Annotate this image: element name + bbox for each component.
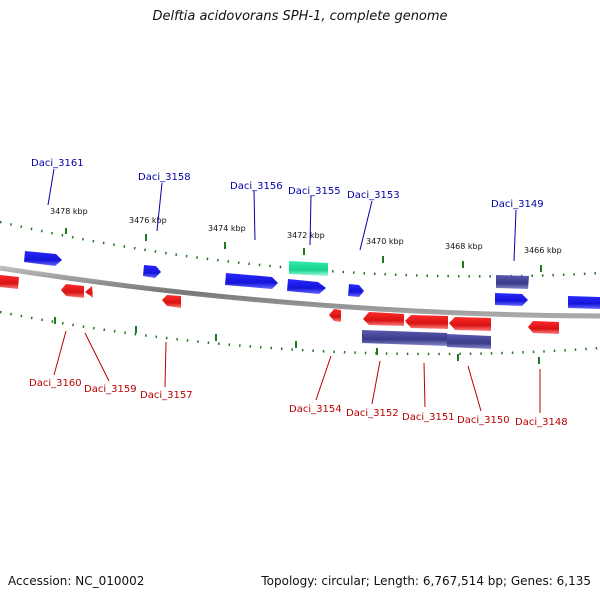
gene-daci-3156[interactable] [225,273,278,289]
gene-label[interactable]: Daci_3154 [289,404,342,415]
accession-text: Accession: NC_010002 [8,574,145,588]
scale-labels: 3478 kbp 3476 kbp 3474 kbp 3472 kbp 3470… [50,207,562,255]
rna-gene-daci-3155[interactable] [289,261,328,276]
gene-reverse-edge[interactable] [0,275,19,289]
forward-genes [24,251,600,309]
reverse-features [362,330,491,349]
gene-daci-3157[interactable] [162,295,181,308]
gene-label[interactable]: Daci_3156 [230,181,283,192]
scale-label: 3468 kbp [445,242,483,251]
gene-label[interactable]: Daci_3159 [84,384,137,395]
gene-label[interactable]: Daci_3157 [140,390,193,401]
gene-forward-edge[interactable] [568,296,600,309]
gene-daci-3158[interactable] [143,265,161,278]
forward-major-ticks [65,228,542,272]
gene-daci-3160[interactable] [61,284,84,298]
scale-label: 3474 kbp [208,224,246,233]
scale-label: 3478 kbp [50,207,88,216]
feature-daci-3152-3151[interactable] [362,330,447,346]
genome-summary-text: Topology: circular; Length: 6,767,514 bp… [261,574,591,588]
feature-daci-3149[interactable] [496,275,529,289]
reverse-gene-labels: Daci_3160 Daci_3159 Daci_3157 Daci_3154 … [29,378,568,428]
scale-label: 3466 kbp [524,246,562,255]
gene-daci-3159[interactable] [85,286,93,298]
gene-label[interactable]: Daci_3161 [31,158,84,169]
gene-daci-3150[interactable] [449,317,491,331]
scale-label: 3470 kbp [366,237,404,246]
genome-title: Delftia acidovorans SPH-1, complete geno… [152,9,448,24]
gene-daci-3149[interactable] [495,293,528,306]
forward-gene-labels: Daci_3161 Daci_3158 Daci_3156 Daci_3155 … [31,158,544,210]
gene-label[interactable]: Daci_3153 [347,190,400,201]
scale-label: 3476 kbp [129,216,167,225]
gene-daci-3152[interactable] [363,312,404,326]
gene-label[interactable]: Daci_3149 [491,199,544,210]
gene-label[interactable]: Daci_3160 [29,378,82,389]
gene-daci-3161[interactable] [24,251,62,266]
gene-label[interactable]: Daci_3155 [288,186,341,197]
gene-daci-3155-blue[interactable] [287,279,326,294]
gene-label[interactable]: Daci_3158 [138,172,191,183]
scale-label: 3472 kbp [287,231,325,240]
gene-daci-3154[interactable] [329,309,341,322]
reverse-major-ticks [54,317,540,364]
reverse-tick-track [0,310,600,356]
gene-label[interactable]: Daci_3148 [515,417,568,428]
reverse-genes [0,275,559,334]
forward-leader-lines [47,168,517,262]
gene-label[interactable]: Daci_3150 [457,415,510,426]
gene-label[interactable]: Daci_3152 [346,408,399,419]
reverse-leader-lines [53,330,541,413]
genome-backbone [0,265,600,319]
gene-label[interactable]: Daci_3151 [402,412,455,423]
gene-daci-3148[interactable] [528,321,559,334]
feature-daci-3150[interactable] [447,334,491,349]
gene-daci-3153[interactable] [348,284,364,297]
gene-daci-3151[interactable] [405,315,448,329]
